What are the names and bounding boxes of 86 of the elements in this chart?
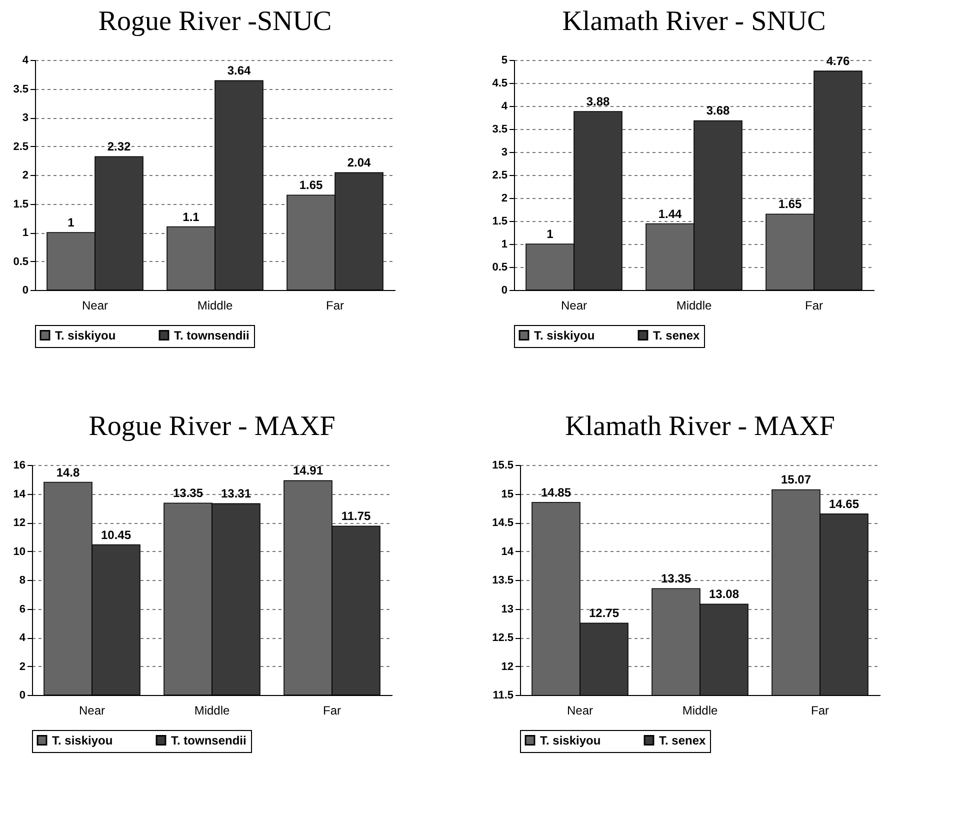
x-tick-label: Far [326, 298, 344, 312]
y-tick-label: 3 [22, 112, 28, 124]
y-tick-label: 1 [22, 227, 28, 239]
legend-label: T. siskiyou [540, 733, 601, 748]
data-label: 14.91 [292, 464, 324, 478]
x-tick-label: Middle [194, 704, 230, 718]
y-tick-label: 1.5 [13, 198, 28, 210]
data-label: 13.08 [708, 587, 740, 602]
y-tick-label: 1 [501, 238, 508, 250]
data-label: 3.64 [227, 64, 251, 78]
data-label: 1.65 [778, 197, 802, 212]
data-label: 13.35 [660, 572, 692, 586]
y-tick-label: 16 [13, 460, 26, 472]
legend-label: T. senex [659, 733, 706, 748]
chart-title: Rogue River -SNUC [98, 6, 332, 37]
data-label: 12.75 [588, 606, 620, 620]
data-label: 10.45 [100, 528, 132, 542]
x-tick-label: Near [78, 704, 106, 718]
y-tick-label: 2 [501, 192, 508, 204]
legend-label: T. townsendii [171, 733, 246, 748]
chart-title: Klamath River - SNUC [562, 6, 826, 37]
data-label: 1 [68, 216, 75, 230]
y-tick-label: 3.5 [13, 83, 28, 96]
y-tick-label: 2.5 [13, 140, 28, 153]
data-label: 1.44 [658, 206, 682, 221]
x-tick-label: Near [566, 704, 594, 718]
y-tick-label: 0 [19, 690, 26, 702]
y-tick-label: 12 [13, 517, 26, 529]
y-tick-label: 8 [19, 574, 26, 586]
y-tick-label: 13.5 [492, 574, 514, 586]
legend-label: T. siskiyou [534, 328, 595, 342]
data-label: 3.68 [706, 104, 730, 118]
y-tick-label: 0 [22, 284, 28, 296]
x-tick-label: Middle [676, 298, 712, 312]
y-tick-label: 10 [13, 546, 26, 558]
data-label: 14.85 [540, 485, 572, 500]
data-label: 15.07 [780, 472, 812, 487]
y-tick-label: 15 [501, 488, 514, 500]
data-label: 4.76 [826, 54, 850, 68]
x-tick-label: Middle [197, 298, 233, 312]
data-label: 2.32 [107, 140, 131, 154]
y-tick-label: 14.5 [492, 517, 514, 529]
y-tick-label: 0.5 [492, 262, 508, 274]
data-label: 11.75 [341, 509, 372, 524]
legend-label: T. siskiyou [55, 328, 116, 342]
legend-label: T. townsendii [174, 328, 250, 342]
y-tick-label: 11.5 [492, 690, 514, 702]
data-label: 13.31 [220, 486, 252, 501]
data-label: 14.8 [56, 465, 80, 480]
x-tick-label: Far [323, 704, 342, 718]
x-tick-label: Far [811, 704, 830, 718]
y-tick-label: 3 [501, 146, 508, 158]
data-label: 1 [546, 227, 554, 241]
data-label: 13.35 [172, 486, 204, 500]
y-tick-label: 5 [501, 54, 508, 66]
y-tick-label: 15.5 [492, 460, 514, 472]
x-tick-label: Far [805, 298, 824, 312]
legend-label: T. siskiyou [52, 733, 113, 748]
chart-title: Rogue River - MAXF [88, 411, 336, 442]
x-tick-label: Near [560, 298, 588, 312]
data-label: 3.88 [586, 94, 610, 109]
y-tick-label: 0.5 [13, 256, 28, 268]
data-label: 14.65 [828, 496, 860, 511]
y-tick-label: 12 [501, 660, 514, 673]
data-label: 1.65 [299, 178, 323, 192]
y-tick-label: 14 [501, 546, 514, 558]
y-tick-label: 0 [501, 284, 508, 296]
y-tick-label: 2 [22, 170, 28, 182]
x-tick-label: Middle [682, 704, 718, 718]
y-tick-label: 4 [19, 632, 26, 644]
y-tick-label: 4 [22, 54, 30, 66]
y-tick-label: 1.5 [492, 216, 508, 228]
y-tick-label: 2.5 [492, 170, 508, 182]
y-tick-label: 12.5 [492, 632, 514, 644]
y-tick-label: 6 [19, 603, 26, 616]
chart-title: Klamath River - MAXF [565, 411, 835, 442]
data-label: 2.04 [347, 156, 371, 170]
y-tick-label: 4.5 [492, 78, 508, 90]
y-tick-label: 13 [501, 603, 514, 616]
legend-label: T. senex [653, 328, 700, 342]
data-label: 1.1 [182, 210, 200, 224]
y-tick-label: 2 [19, 660, 26, 673]
y-tick-label: 3.5 [492, 124, 508, 136]
y-tick-label: 14 [13, 488, 26, 500]
x-tick-label: Near [82, 298, 108, 312]
y-tick-label: 4 [501, 100, 508, 112]
